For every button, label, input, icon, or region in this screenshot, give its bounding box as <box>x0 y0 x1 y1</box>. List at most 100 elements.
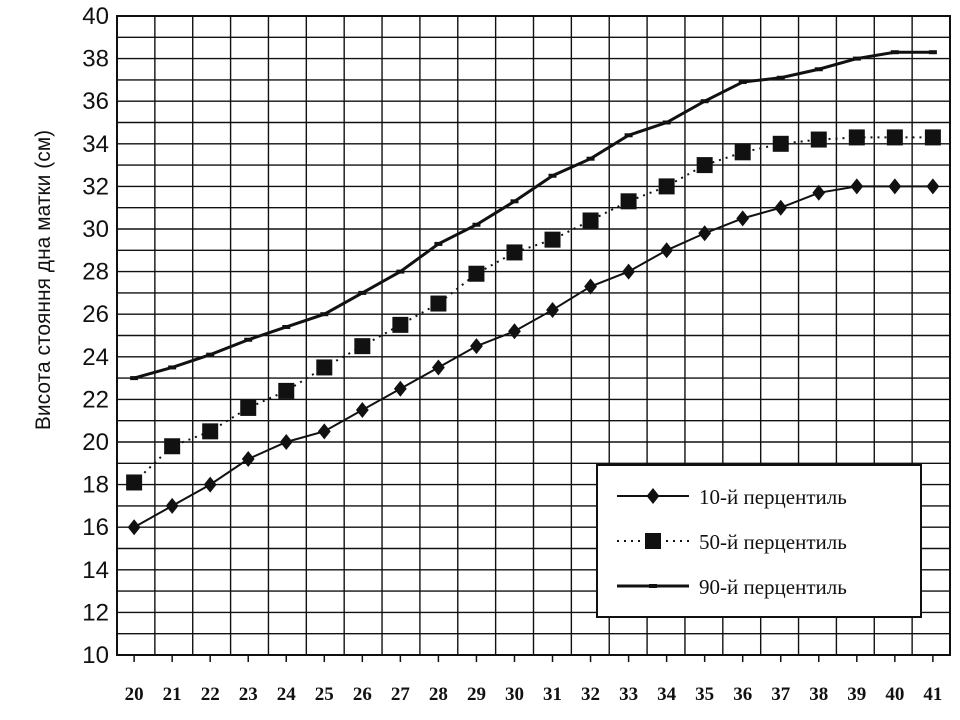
diamond-marker <box>165 497 179 514</box>
dash-marker <box>396 269 405 274</box>
diamond-marker <box>646 488 660 504</box>
square-marker <box>202 423 219 440</box>
square-marker <box>392 316 409 333</box>
diamond-marker <box>812 184 826 201</box>
y-tick-label: 10 <box>82 642 109 669</box>
y-tick-label: 16 <box>82 514 109 541</box>
series-3 <box>130 50 937 381</box>
x-tick-label: 37 <box>771 684 791 705</box>
square-marker <box>240 399 257 416</box>
diamond-marker <box>546 301 559 318</box>
dash-marker <box>548 173 557 178</box>
series-1 <box>127 178 940 536</box>
x-tick-label: 28 <box>429 684 448 705</box>
dash-marker <box>434 241 443 246</box>
dash-marker <box>738 80 747 85</box>
diamond-marker <box>355 402 369 419</box>
square-marker <box>924 129 941 146</box>
y-tick-label: 14 <box>82 557 109 584</box>
series-line <box>133 185 933 529</box>
diamond-marker <box>888 178 902 195</box>
y-tick-label: 34 <box>82 131 109 158</box>
diamond-marker <box>508 323 521 340</box>
x-tick-label: 20 <box>125 684 144 705</box>
square-marker <box>544 231 561 248</box>
y-tick-label: 28 <box>82 259 109 286</box>
dash-marker <box>320 312 329 317</box>
x-tick-label: 40 <box>885 684 904 705</box>
square-marker <box>582 212 599 229</box>
dash-marker <box>472 222 481 227</box>
x-tick-label: 39 <box>847 684 866 705</box>
y-tick-label: 22 <box>82 386 109 413</box>
dash-marker <box>206 352 215 357</box>
dash-marker <box>852 56 861 61</box>
dash-marker <box>358 290 367 295</box>
diamond-marker <box>470 338 483 355</box>
x-tick-label: 34 <box>657 684 677 705</box>
x-tick-label: 32 <box>581 684 600 705</box>
diamond-marker <box>203 476 217 493</box>
x-tick-label: 30 <box>505 684 524 705</box>
square-marker <box>506 244 523 261</box>
dash-marker <box>624 133 633 138</box>
legend-label: 50-й перцентиль <box>699 530 847 554</box>
square-marker <box>430 295 447 312</box>
square-marker <box>886 129 903 146</box>
x-tick-label: 23 <box>239 684 258 705</box>
square-marker <box>278 382 295 399</box>
square-marker <box>810 131 827 148</box>
x-tick-label: 22 <box>201 684 220 705</box>
x-tick-label: 29 <box>467 684 486 705</box>
y-tick-label: 20 <box>82 429 109 456</box>
diamond-marker <box>393 380 407 397</box>
x-tick-label: 38 <box>809 684 828 705</box>
diamond-marker <box>317 423 331 440</box>
square-marker <box>316 359 333 376</box>
diamond-marker <box>432 359 445 376</box>
x-tick-label: 35 <box>695 684 714 705</box>
square-marker <box>354 338 371 355</box>
series-group <box>126 50 941 536</box>
dash-marker <box>890 50 899 55</box>
diamond-marker <box>850 178 864 195</box>
x-tick-label: 36 <box>733 684 752 705</box>
x-tick-label: 25 <box>315 684 334 705</box>
dash-marker <box>130 376 139 381</box>
diamond-marker <box>127 519 141 536</box>
dash-marker <box>168 365 177 370</box>
y-tick-labels: 10 12 14 16 18 20 22 24 26 28 30 32 34 36 38 40 <box>82 3 109 669</box>
x-tick-label: 21 <box>163 684 182 705</box>
square-marker <box>696 157 713 174</box>
y-tick-label: 26 <box>82 301 109 328</box>
y-tick-label: 24 <box>82 344 109 371</box>
y-tick-label: 36 <box>82 88 109 115</box>
legend-label: 90-й перцентиль <box>699 575 847 599</box>
dash-marker <box>814 67 823 72</box>
diamond-marker <box>774 199 788 216</box>
x-tick-label: 26 <box>353 684 372 705</box>
diamond-marker <box>241 451 255 468</box>
square-marker <box>772 135 789 152</box>
y-tick-label: 30 <box>82 216 109 243</box>
dash-marker <box>928 50 937 55</box>
dash-marker <box>700 99 709 104</box>
dash-marker <box>510 199 519 204</box>
dash-marker <box>776 75 785 80</box>
x-tick-label: 24 <box>277 684 297 705</box>
y-tick-label: 32 <box>82 173 109 200</box>
square-marker <box>164 438 181 455</box>
y-axis-label: Висота стояння дна матки (см) <box>32 130 55 430</box>
legend: 10-й перцентиль 50-й перцентиль 90-й перце… <box>596 464 922 618</box>
x-tick-labels: 20 21 22 23 24 25 26 27 28 29 30 31 32 33 34 35 36 37 38 39… <box>125 655 942 705</box>
square-marker <box>848 129 865 146</box>
square-marker <box>734 144 751 161</box>
series-line <box>133 50 933 380</box>
y-tick-label: 18 <box>82 472 109 499</box>
x-tick-label: 41 <box>923 684 942 705</box>
diamond-marker <box>926 178 940 195</box>
dash-marker <box>586 156 595 161</box>
y-tick-label: 38 <box>82 46 109 73</box>
diamond-marker <box>584 278 597 295</box>
